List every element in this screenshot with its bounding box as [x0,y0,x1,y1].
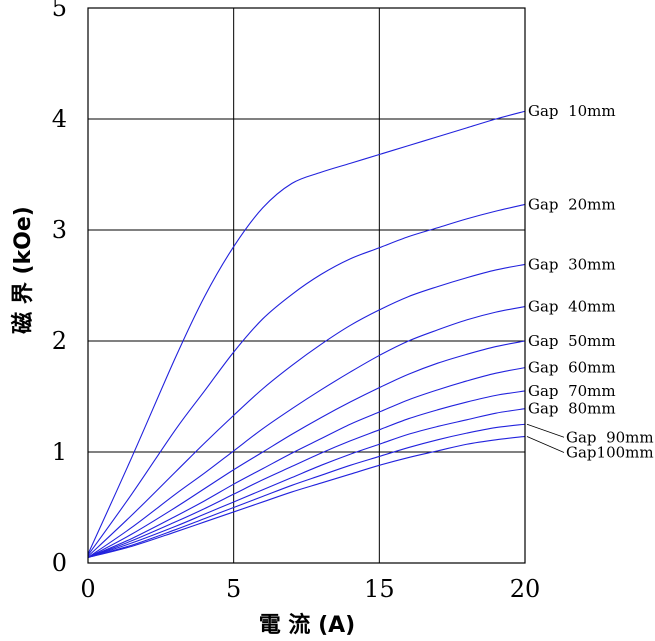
series-label: Gap 70mm [528,382,616,400]
series-line [87,263,526,557]
y-axis-title: 磁 界 (kOe) [10,206,36,334]
series-line [87,110,526,555]
series-label: Gap 30mm [528,255,616,273]
series-line [87,423,526,558]
x-tick-label: 5 [226,575,241,603]
series-line [87,340,526,558]
y-tick-label: 2 [52,327,67,355]
label-leaders [526,423,565,453]
series-label: Gap 10mm [528,102,616,120]
series-line [87,435,526,558]
x-axis-title: 電 流 (A) [259,612,355,638]
y-tick-label: 0 [52,549,67,577]
x-tick-label: 20 [510,575,541,603]
series-line [87,306,526,558]
series-line [87,408,526,558]
series-label: Gap 20mm [528,195,616,213]
curves [87,110,526,558]
label-leader-line [526,423,565,438]
label-leader-line [526,436,565,453]
y-tick-label: 3 [52,216,67,244]
y-tick-labels: 0 1 2 3 4 5 [52,0,67,577]
x-tick-labels: 0 5 15 20 [80,575,540,603]
y-tick-label: 1 [52,438,67,466]
series-label: Gap 50mm [528,332,616,350]
series-label: Gap 60mm [528,359,616,377]
grid [88,8,525,563]
series-labels: Gap 10mm Gap 20mm Gap 30mm Gap 40mm Gap 50mm… [528,102,654,461]
plot-frame [87,7,526,564]
series-label: Gap100mm [566,443,654,461]
series-label: Gap 40mm [528,298,616,316]
x-tick-label: 15 [364,575,395,603]
x-tick-label: 0 [80,575,95,603]
series-line [87,367,526,558]
series-label: Gap 90mm [566,428,654,446]
series-label: Gap 80mm [528,400,616,418]
series-line [87,203,526,556]
y-tick-label: 4 [52,105,67,133]
y-tick-label: 5 [52,0,67,22]
series-line [87,390,526,558]
